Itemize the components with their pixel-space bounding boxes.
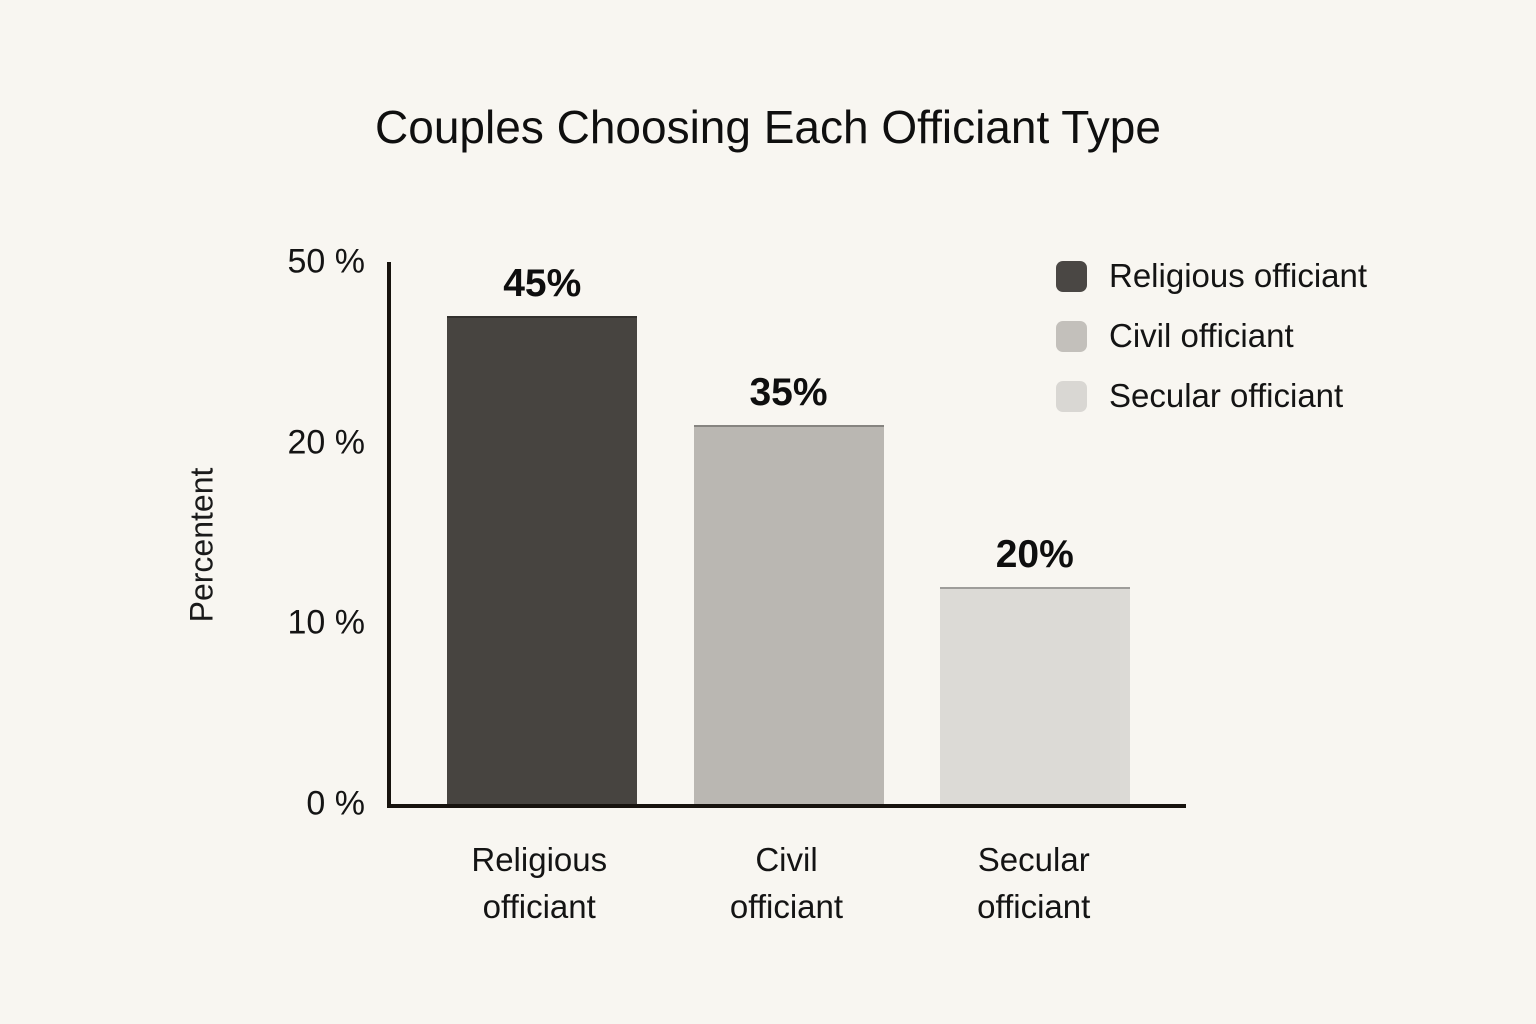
x-category-label: Civil officiant	[692, 836, 882, 930]
plot-area: 50 % 20 % 10 % 0 % 45% 35% 20%	[288, 243, 1186, 823]
bar-value-label: 20%	[995, 533, 1074, 577]
y-tick-labels: 50 % 20 % 10 % 0 %	[288, 243, 1186, 823]
bar-value-label: 45%	[503, 262, 582, 306]
legend-swatch-icon	[1056, 260, 1087, 292]
bar-group: 20%	[939, 262, 1130, 804]
legend-row: Secular officiant	[1056, 377, 1367, 415]
x-category-label-line: officiant	[729, 888, 844, 925]
y-tick-label: 0 %	[306, 784, 365, 823]
legend: Religious officiant Civil officiant Secula…	[1056, 257, 1367, 415]
x-category-label: Religious officiant	[444, 836, 634, 930]
chart-title: Couples Choosing Each Officiant Type	[375, 101, 1161, 153]
legend-row: Civil officiant	[1056, 317, 1367, 355]
x-category-label-line: Secular	[977, 841, 1090, 878]
bar-group: 45%	[447, 262, 638, 804]
x-category-label: Secular officiant	[939, 836, 1129, 930]
legend-label: Secular officiant	[1109, 377, 1344, 414]
y-axis-title: Percentent	[183, 467, 220, 623]
y-tick-label: 10 %	[287, 603, 366, 642]
legend-swatch-icon	[1056, 380, 1087, 412]
y-tick-label: 50 %	[287, 242, 366, 281]
bar	[447, 316, 638, 804]
y-tick-label: 20 %	[287, 423, 366, 462]
bar	[939, 587, 1130, 804]
x-category-label-line: officiant	[482, 888, 596, 925]
legend-row: Religious officiant	[1056, 257, 1367, 295]
bars: 45% 35% 20%	[391, 262, 1186, 804]
x-category-labels: Religious officiant Civil officiant Secular o…	[387, 836, 1186, 930]
bar	[693, 424, 884, 804]
bar-value-label: 35%	[749, 370, 828, 414]
legend-label: Civil officiant	[1109, 317, 1294, 354]
bar-group: 35%	[693, 262, 884, 804]
x-category-label-line: Civil	[755, 841, 818, 878]
x-category-label-line: officiant	[977, 888, 1091, 925]
x-category-label-line: Religious	[471, 841, 608, 878]
legend-swatch-icon	[1056, 320, 1087, 352]
legend-label: Religious officiant	[1109, 257, 1368, 294]
